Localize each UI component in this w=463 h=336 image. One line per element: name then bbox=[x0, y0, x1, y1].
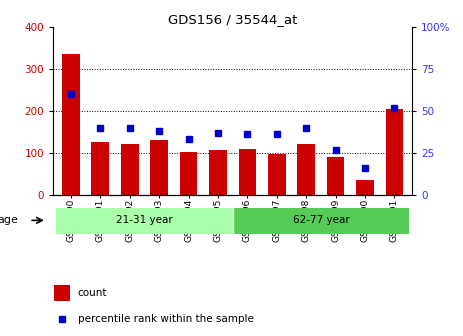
Bar bbox=[238, 149, 256, 195]
Bar bbox=[54, 285, 70, 301]
Bar bbox=[327, 157, 344, 195]
Bar bbox=[62, 54, 80, 195]
Text: 21-31 year: 21-31 year bbox=[116, 215, 173, 225]
Bar bbox=[92, 141, 109, 195]
Bar bbox=[356, 180, 374, 195]
Bar bbox=[121, 144, 138, 195]
Bar bbox=[233, 208, 409, 234]
Title: GDS156 / 35544_at: GDS156 / 35544_at bbox=[168, 13, 297, 26]
Text: percentile rank within the sample: percentile rank within the sample bbox=[78, 314, 254, 324]
Text: 62-77 year: 62-77 year bbox=[293, 215, 349, 225]
Bar bbox=[209, 150, 227, 195]
Text: age: age bbox=[0, 215, 19, 225]
Bar bbox=[150, 140, 168, 195]
Bar bbox=[56, 208, 233, 234]
Bar bbox=[268, 154, 286, 195]
Text: count: count bbox=[78, 288, 107, 298]
Bar bbox=[386, 109, 403, 195]
Bar bbox=[180, 152, 197, 195]
Bar bbox=[297, 144, 315, 195]
